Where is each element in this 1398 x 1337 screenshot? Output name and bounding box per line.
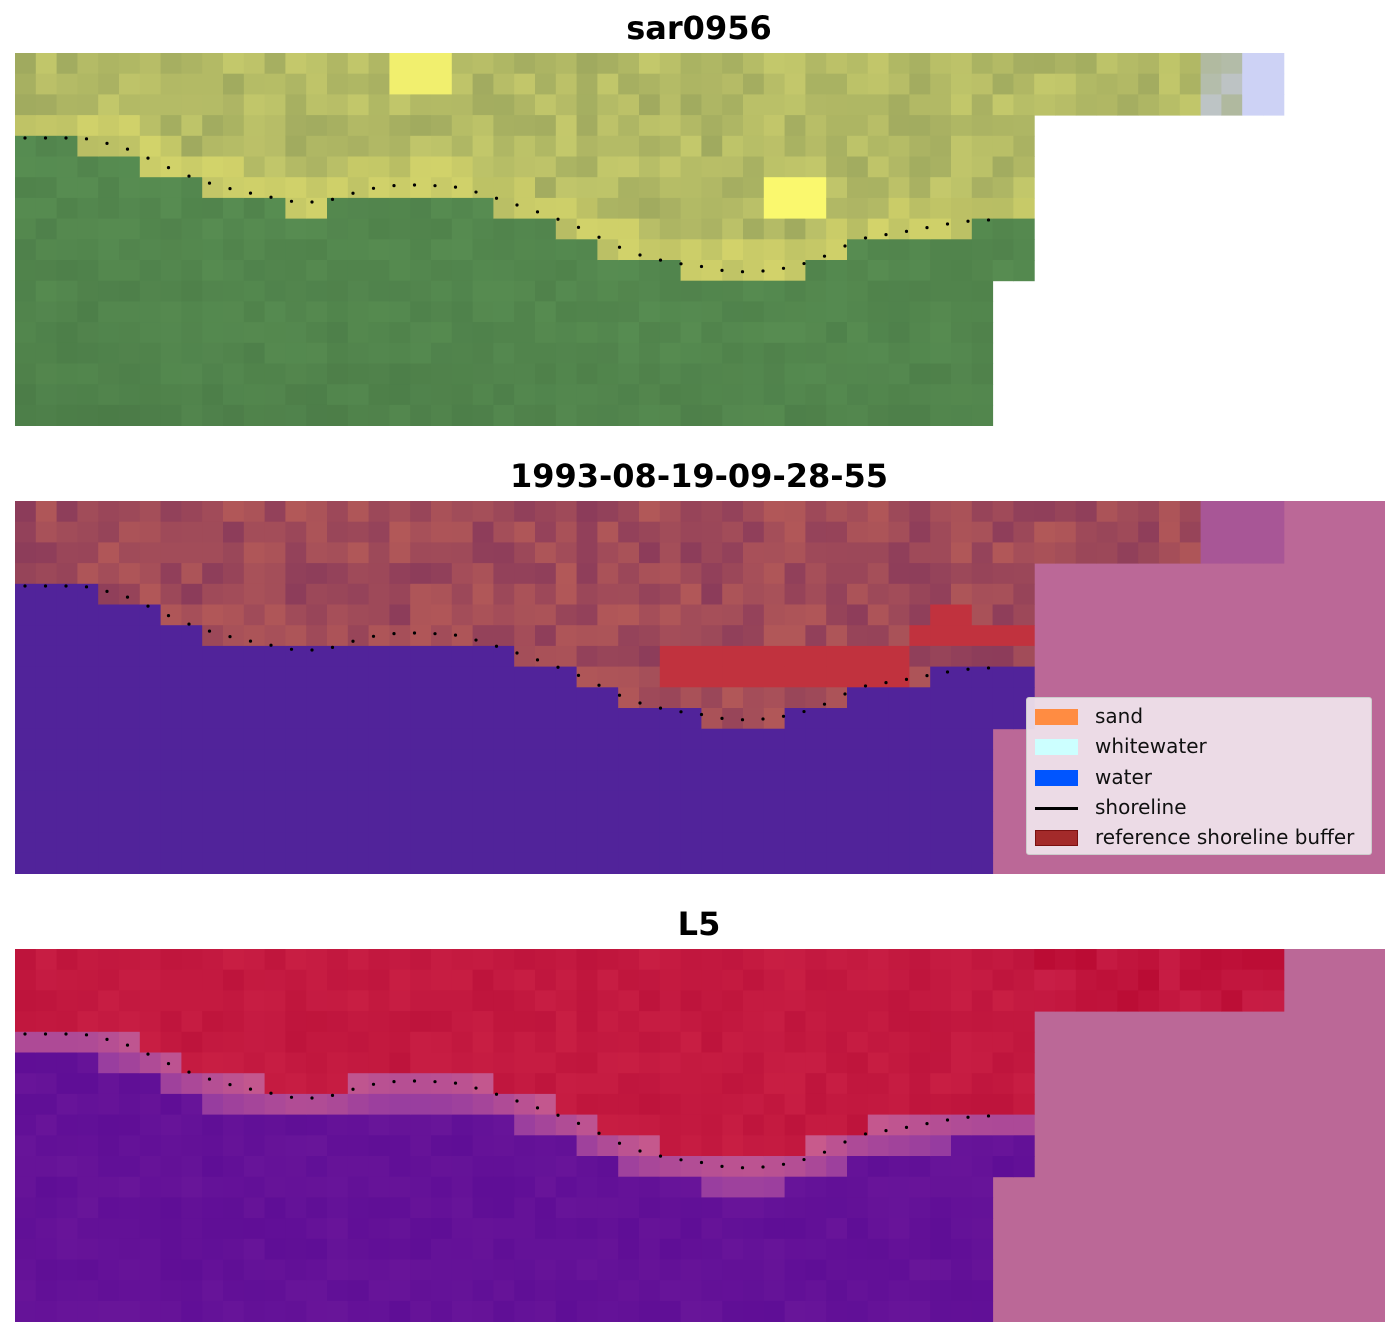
legend-item-shoreline: shoreline xyxy=(1027,792,1371,822)
sand-swatch xyxy=(1035,709,1078,725)
rgb-image-panel xyxy=(15,53,1385,426)
shoreline-dots xyxy=(23,136,991,274)
index-image xyxy=(15,949,1385,1322)
water-swatch xyxy=(1035,770,1078,786)
legend-label-sand: sand xyxy=(1095,704,1144,728)
legend-label-shoreline: shoreline xyxy=(1095,795,1187,819)
shoreline-dots xyxy=(23,584,991,722)
legend-item-sand: sand xyxy=(1027,701,1371,731)
rgb-image xyxy=(15,53,1285,426)
legend-item-water: water xyxy=(1027,762,1371,792)
whitewater-swatch xyxy=(1035,739,1078,755)
legend-label-water: water xyxy=(1095,765,1152,789)
legend-label-whitewater: whitewater xyxy=(1095,734,1207,758)
legend: sand whitewater water shoreline referenc… xyxy=(1026,697,1372,855)
shoreline-dots xyxy=(23,1032,991,1170)
panel-title-rgb: sar0956 xyxy=(626,9,772,47)
legend-label-reference-buffer: reference shoreline buffer xyxy=(1095,825,1355,849)
legend-item-reference-buffer: reference shoreline buffer xyxy=(1027,822,1371,852)
shoreline-line-swatch xyxy=(1035,807,1078,810)
reference-buffer-swatch xyxy=(1035,830,1078,846)
index-image-panel xyxy=(15,949,1385,1322)
legend-item-whitewater: whitewater xyxy=(1027,731,1371,761)
panel-title-index: L5 xyxy=(677,905,721,943)
panel-title-classified: 1993-08-19-09-28-55 xyxy=(509,457,889,495)
